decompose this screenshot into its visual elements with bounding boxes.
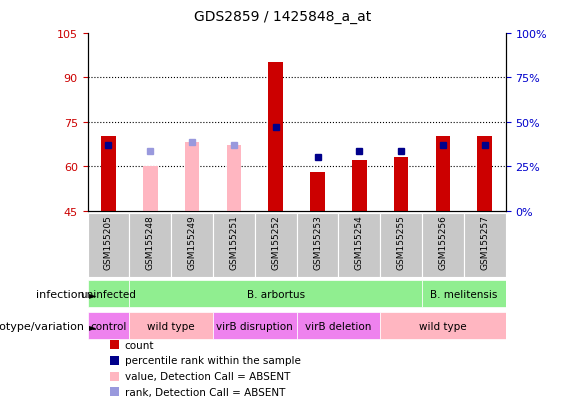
Text: ►: ► bbox=[89, 321, 96, 331]
Bar bbox=[436, 137, 450, 211]
Text: infection: infection bbox=[36, 289, 85, 299]
Text: GSM155248: GSM155248 bbox=[146, 215, 155, 270]
Text: count: count bbox=[125, 340, 154, 350]
Text: wild type: wild type bbox=[147, 321, 195, 331]
Bar bbox=[380, 213, 422, 277]
Bar bbox=[297, 213, 338, 277]
Bar bbox=[477, 137, 492, 211]
Text: control: control bbox=[90, 321, 127, 331]
Text: GSM155251: GSM155251 bbox=[229, 215, 238, 270]
Text: GSM155253: GSM155253 bbox=[313, 215, 322, 270]
Text: ►: ► bbox=[89, 289, 96, 299]
Text: B. arbortus: B. arbortus bbox=[247, 289, 305, 299]
Text: wild type: wild type bbox=[419, 321, 467, 331]
Bar bbox=[101, 137, 116, 211]
Text: percentile rank within the sample: percentile rank within the sample bbox=[125, 356, 301, 366]
Text: virB deletion: virB deletion bbox=[305, 321, 372, 331]
Text: uninfected: uninfected bbox=[81, 289, 136, 299]
Text: GSM155254: GSM155254 bbox=[355, 215, 364, 270]
Bar bbox=[129, 213, 171, 277]
Text: virB disruption: virB disruption bbox=[216, 321, 293, 331]
Bar bbox=[213, 213, 255, 277]
Bar bbox=[171, 213, 213, 277]
Bar bbox=[338, 213, 380, 277]
Text: rank, Detection Call = ABSENT: rank, Detection Call = ABSENT bbox=[125, 387, 285, 397]
Bar bbox=[422, 213, 464, 277]
Bar bbox=[129, 313, 213, 339]
Bar bbox=[227, 146, 241, 211]
Bar bbox=[143, 166, 158, 211]
Bar bbox=[88, 313, 129, 339]
Bar bbox=[297, 313, 380, 339]
Text: GSM155257: GSM155257 bbox=[480, 215, 489, 270]
Text: GSM155255: GSM155255 bbox=[397, 215, 406, 270]
Text: GSM155256: GSM155256 bbox=[438, 215, 447, 270]
Bar bbox=[88, 213, 129, 277]
Text: value, Detection Call = ABSENT: value, Detection Call = ABSENT bbox=[125, 371, 290, 381]
Text: GSM155252: GSM155252 bbox=[271, 215, 280, 270]
Text: GSM155249: GSM155249 bbox=[188, 215, 197, 270]
Bar bbox=[268, 63, 283, 211]
Bar bbox=[380, 313, 506, 339]
Bar bbox=[213, 313, 297, 339]
Bar bbox=[88, 281, 129, 307]
Bar bbox=[352, 161, 367, 211]
Text: genotype/variation: genotype/variation bbox=[0, 321, 85, 331]
Bar bbox=[464, 213, 506, 277]
Bar bbox=[129, 281, 422, 307]
Bar bbox=[185, 143, 199, 211]
Bar bbox=[310, 173, 325, 211]
Text: GDS2859 / 1425848_a_at: GDS2859 / 1425848_a_at bbox=[194, 10, 371, 24]
Bar bbox=[255, 213, 297, 277]
Bar bbox=[422, 281, 506, 307]
Text: B. melitensis: B. melitensis bbox=[430, 289, 498, 299]
Text: GSM155205: GSM155205 bbox=[104, 215, 113, 270]
Bar bbox=[394, 158, 408, 211]
